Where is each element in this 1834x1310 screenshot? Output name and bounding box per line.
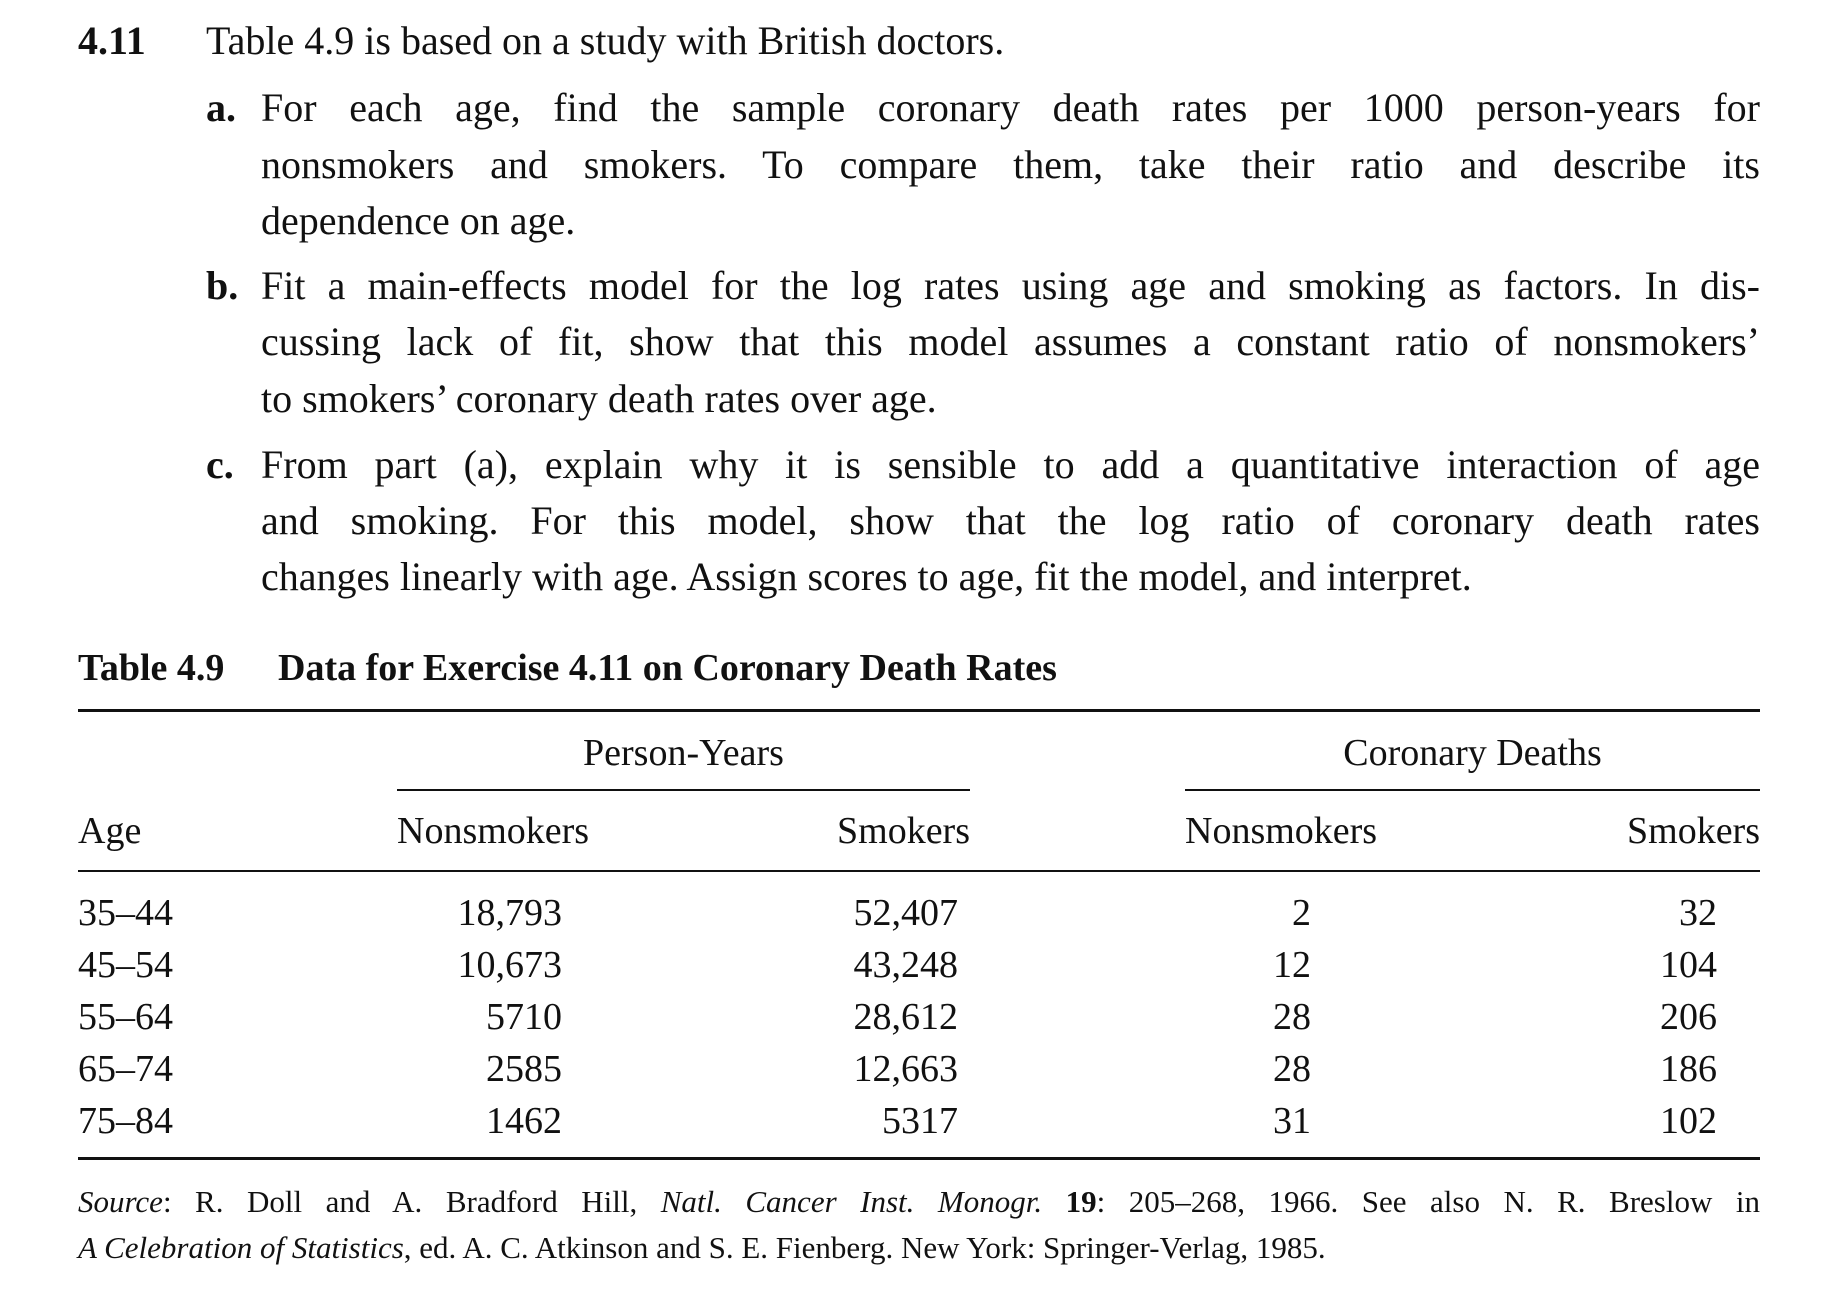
cell-py-nonsmokers: 1462 <box>486 1100 562 1142</box>
cell-py-smokers: 43,248 <box>853 944 959 986</box>
source-text: : 205–268, 1966. See also N. R. Breslow … <box>1096 1184 1760 1219</box>
cell-py-smokers: 12,663 <box>853 1048 959 1090</box>
cell-age: 35–44 <box>78 892 173 934</box>
source-text: , ed. A. C. Atkinson and S. E. Fienberg.… <box>403 1230 1326 1265</box>
part-c-line: and smoking. For this model, show that t… <box>261 498 1760 543</box>
cell-cd-smokers: 32 <box>1679 892 1717 934</box>
bottom-rule <box>78 1157 1760 1160</box>
cell-age: 65–74 <box>78 1048 173 1090</box>
part-a-line: For each age, find the sample coronary d… <box>261 85 1760 130</box>
source-book: A Celebration of Statistics <box>78 1230 404 1265</box>
part-a-line: dependence on age. <box>261 198 576 243</box>
column-header-cd-smokers: Smokers <box>1627 810 1760 852</box>
cell-py-nonsmokers: 18,793 <box>457 892 563 934</box>
cell-age: 75–84 <box>78 1100 173 1142</box>
cell-age: 55–64 <box>78 996 173 1038</box>
part-a-label: a. <box>206 85 236 130</box>
header-rule <box>78 870 1760 872</box>
group-header-coronary-deaths: Coronary Deaths <box>1343 732 1602 774</box>
cell-cd-nonsmokers: 12 <box>1273 944 1311 986</box>
exercise-intro: Table 4.9 is based on a study with Briti… <box>206 18 1005 63</box>
source-text: : R. Doll and A. Bradford Hill, <box>162 1184 661 1219</box>
cell-cd-nonsmokers: 28 <box>1273 996 1311 1038</box>
cell-py-smokers: 28,612 <box>853 996 959 1038</box>
cell-cd-smokers: 206 <box>1660 996 1717 1038</box>
cell-py-nonsmokers: 5710 <box>486 996 562 1038</box>
column-header-cd-nonsmokers: Nonsmokers <box>1185 810 1378 852</box>
part-a-line: nonsmokers and smokers. To compare them,… <box>261 142 1760 187</box>
source-journal: Natl. Cancer Inst. Monogr. <box>660 1184 1043 1219</box>
part-b-line: cussing lack of fit, show that this mode… <box>261 319 1760 364</box>
cell-cd-nonsmokers: 31 <box>1273 1100 1311 1142</box>
part-b-label: b. <box>206 263 239 308</box>
column-header-py-smokers: Smokers <box>837 810 970 852</box>
cell-cd-nonsmokers: 2 <box>1292 892 1311 934</box>
part-c-label: c. <box>206 442 234 487</box>
top-rule <box>78 709 1760 712</box>
part-c-line: From part (a), explain why it is sensibl… <box>261 442 1760 487</box>
cell-cd-nonsmokers: 28 <box>1273 1048 1311 1090</box>
part-c-line: changes linearly with age. Assign scores… <box>261 554 1472 599</box>
cell-py-smokers: 52,407 <box>853 892 959 934</box>
cell-py-nonsmokers: 2585 <box>486 1048 562 1090</box>
part-b-line: Fit a main-effects model for the log rat… <box>261 263 1760 308</box>
table-caption-title: Data for Exercise 4.11 on Coronary Death… <box>278 647 1057 689</box>
part-b-line: to smokers’ coronary death rates over ag… <box>261 376 937 421</box>
column-header-age: Age <box>78 810 142 852</box>
cell-age: 45–54 <box>78 944 173 986</box>
column-header-py-nonsmokers: Nonsmokers <box>397 810 590 852</box>
group-rule <box>1185 789 1760 791</box>
cell-py-smokers: 5317 <box>882 1100 958 1142</box>
group-rule <box>397 789 970 791</box>
table-caption-label: Table 4.9 <box>78 647 225 689</box>
cell-py-nonsmokers: 10,673 <box>457 944 563 986</box>
group-header-person-years: Person-Years <box>583 732 784 774</box>
cell-cd-smokers: 102 <box>1660 1100 1717 1142</box>
source-label: Source <box>78 1184 163 1219</box>
source-volume: 19 <box>1042 1184 1097 1219</box>
cell-cd-smokers: 186 <box>1660 1048 1717 1090</box>
exercise-number: 4.11 <box>78 18 146 63</box>
cell-cd-smokers: 104 <box>1660 944 1717 986</box>
